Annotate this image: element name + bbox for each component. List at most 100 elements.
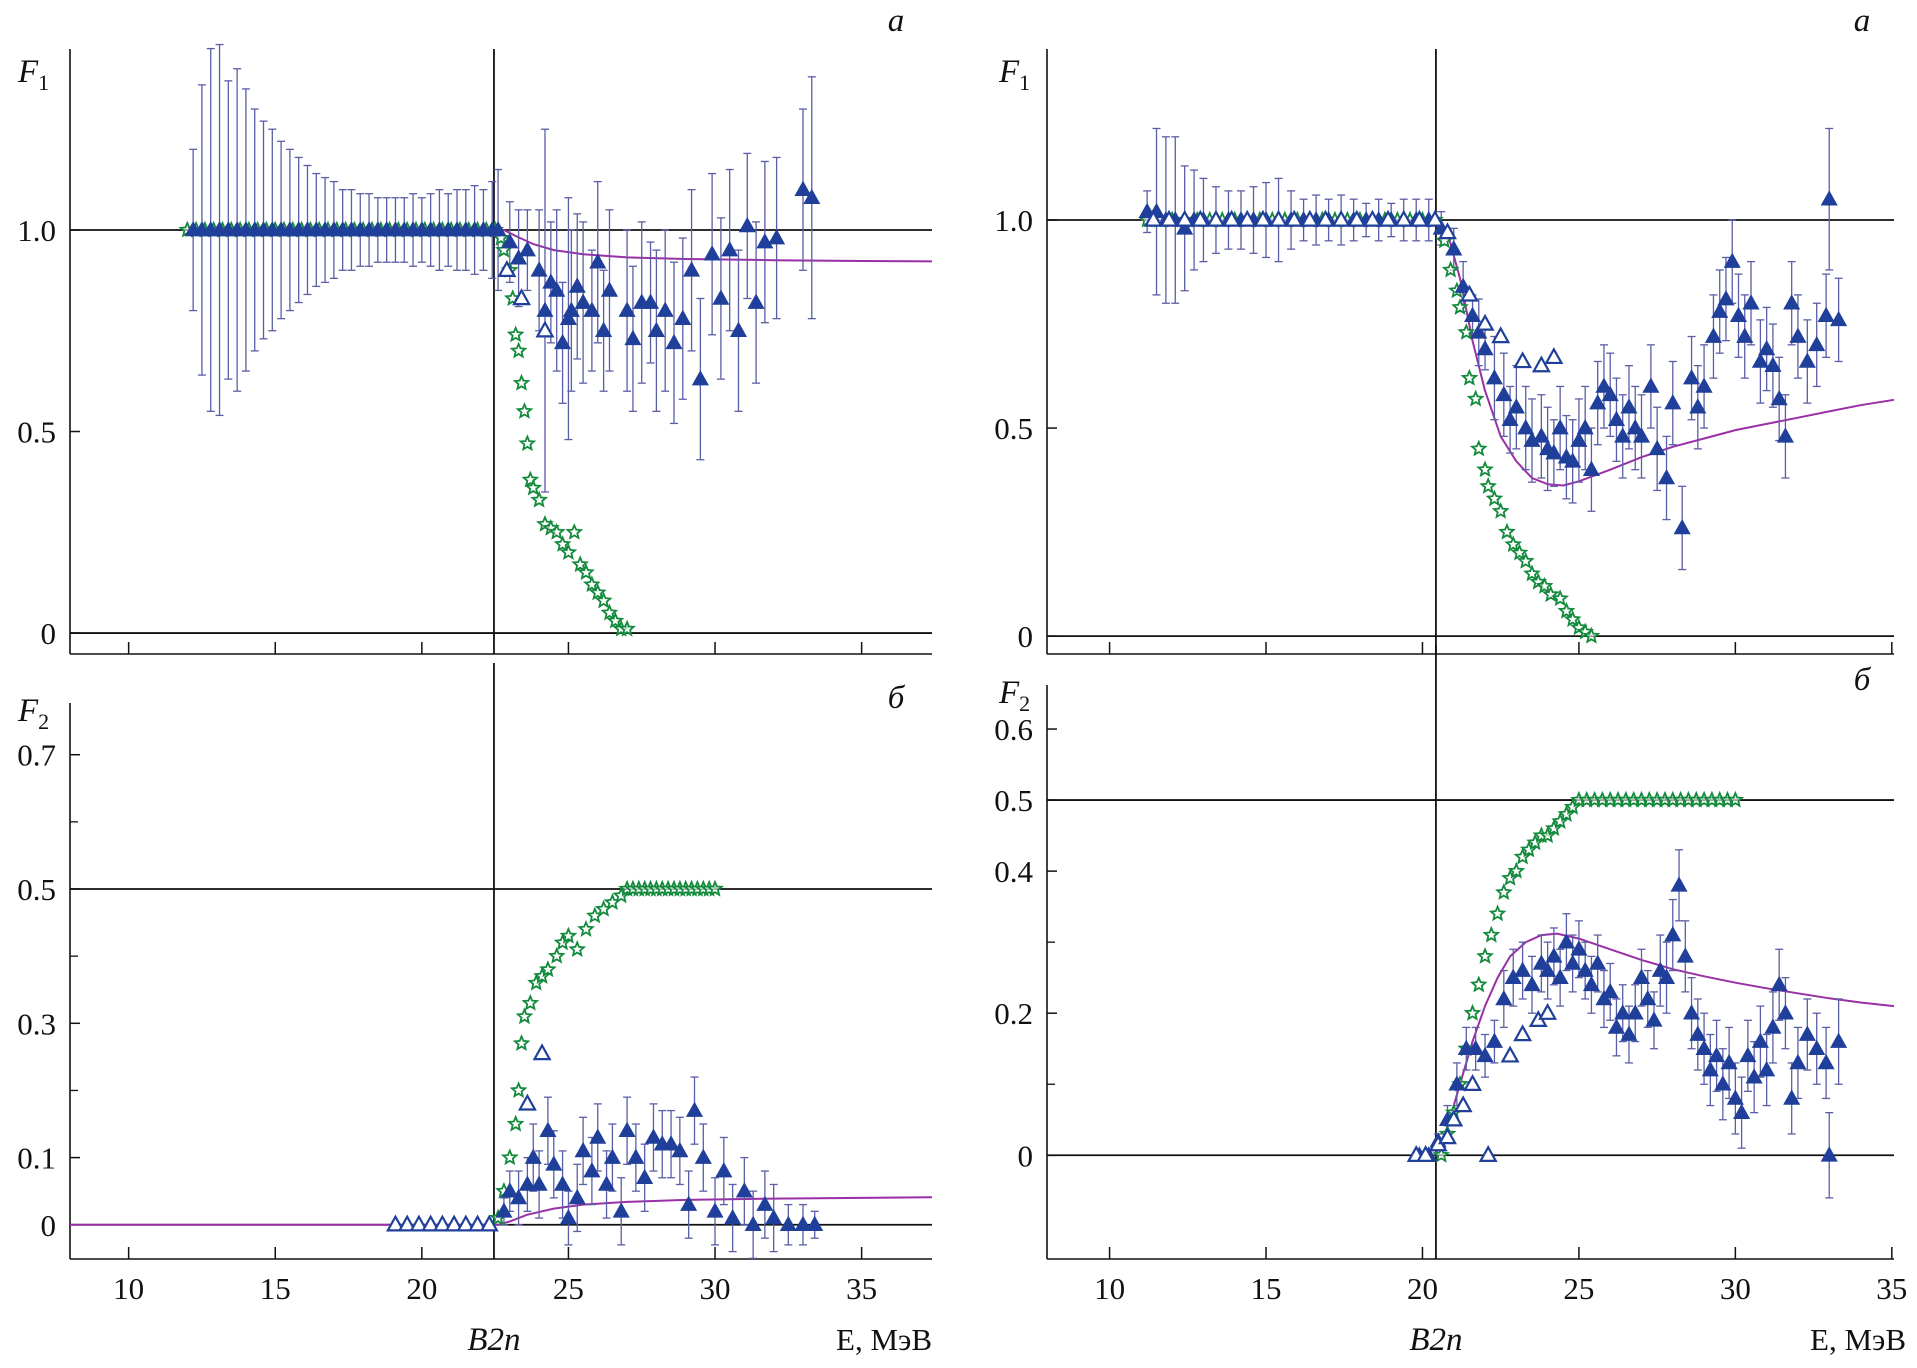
filled-triangle-point xyxy=(1517,419,1535,435)
filled-triangle-point xyxy=(548,281,566,297)
star-point xyxy=(521,470,540,488)
filled-triangle-point xyxy=(1798,1025,1816,1041)
filled-triangle-point xyxy=(1545,947,1563,963)
filled-triangle-point xyxy=(1642,377,1660,393)
star-point xyxy=(1516,551,1535,569)
open-triangle-point xyxy=(512,288,531,306)
filled-triangle-point xyxy=(1445,240,1463,256)
filled-triangle-point xyxy=(1476,340,1494,356)
open-triangle-point xyxy=(1531,355,1551,373)
filled-triangle-point xyxy=(779,1215,797,1232)
star-point xyxy=(509,341,528,359)
star-point xyxy=(1432,1145,1451,1163)
filled-triangle-point xyxy=(518,241,536,257)
filled-triangle-point xyxy=(1632,968,1651,984)
x-tick-label: 35 xyxy=(846,1271,877,1306)
star-point xyxy=(1535,576,1554,594)
filled-triangle-point xyxy=(554,1175,572,1191)
star-point xyxy=(1551,589,1570,607)
filled-triangle-point xyxy=(568,277,586,293)
filled-triangle-point xyxy=(489,220,507,237)
filled-triangle-point xyxy=(1607,410,1626,427)
filled-triangle-point xyxy=(1733,1103,1751,1119)
open-triangle-point xyxy=(1315,209,1335,227)
open-triangle-point xyxy=(1463,1073,1483,1091)
y-axis-title-subscript: 2 xyxy=(38,709,49,734)
y-axis-title-subscript: 1 xyxy=(38,70,49,95)
y-axis-title-main: F xyxy=(17,693,39,729)
filled-triangle-point xyxy=(1695,377,1713,393)
x-tick-label: 15 xyxy=(1251,1271,1282,1306)
open-triangle-point xyxy=(1190,209,1210,227)
open-triangle-point xyxy=(1491,326,1511,344)
filled-triangle-point xyxy=(1582,460,1600,476)
filled-triangle-point xyxy=(1485,369,1503,385)
filled-triangle-point xyxy=(1626,419,1644,435)
open-triangle-point xyxy=(385,1214,405,1232)
x-tick-label: 30 xyxy=(700,1271,731,1306)
star-point xyxy=(559,926,578,944)
x-tick-label: 25 xyxy=(1563,1271,1594,1306)
filled-triangle-point xyxy=(589,1128,607,1144)
filled-triangle-point xyxy=(568,1188,586,1205)
x-tick-label: 20 xyxy=(406,1271,437,1306)
filled-triangle-point xyxy=(1764,1018,1782,1034)
open-triangle-point xyxy=(1237,209,1257,227)
y-tick-label: 0.7 xyxy=(17,738,56,773)
star-point xyxy=(577,919,595,937)
filled-triangle-point xyxy=(806,1215,824,1232)
filled-triangle-point xyxy=(1495,989,1513,1006)
filled-triangle-point xyxy=(1708,1046,1726,1063)
star-point xyxy=(618,619,636,637)
filled-triangle-point xyxy=(530,261,548,277)
filled-triangle-point xyxy=(647,321,665,338)
open-triangle-point xyxy=(1175,209,1195,227)
filled-triangle-point xyxy=(644,1128,663,1144)
open-triangle-point xyxy=(1475,313,1495,331)
filled-triangle-point xyxy=(715,1162,733,1178)
filled-triangle-point xyxy=(1820,190,1838,206)
x-axis-title: E, МэВ xyxy=(1810,1322,1906,1357)
filled-triangle-point xyxy=(747,293,765,309)
filled-triangle-point xyxy=(1632,427,1651,443)
y-axis-title: F2 xyxy=(17,693,49,734)
filled-triangle-point xyxy=(1817,1053,1835,1070)
filled-triangle-point xyxy=(1689,398,1707,414)
filled-triangle-point xyxy=(559,309,577,325)
y-tick-label: 0.2 xyxy=(994,996,1033,1031)
open-triangle-point xyxy=(1425,209,1445,227)
star-point xyxy=(547,522,566,540)
open-triangle-point xyxy=(1143,209,1163,227)
panel-letter: а xyxy=(888,3,905,39)
filled-triangle-point xyxy=(1808,1039,1826,1056)
star-point xyxy=(1476,947,1494,964)
star-point xyxy=(515,402,534,419)
star-point xyxy=(1479,476,1498,494)
filled-triangle-point xyxy=(712,289,730,305)
filled-triangle-point xyxy=(1714,1075,1732,1091)
filled-triangle-point xyxy=(1620,1025,1638,1041)
x-tick-label: 10 xyxy=(1094,1271,1125,1306)
filled-triangle-point xyxy=(603,1148,621,1164)
filled-triangle-point xyxy=(1676,947,1694,963)
panel-letter: б xyxy=(1854,662,1872,698)
filled-triangle-point xyxy=(495,1202,513,1218)
filled-triangle-point xyxy=(595,321,613,338)
panel-bottom-right: 10 15 20 25 30 35 0 0.2 0.4 0.5 0.6F2 б B2n E, МэВ xyxy=(994,645,1907,1358)
filled-triangle-point xyxy=(636,1168,654,1185)
open-triangle-point xyxy=(1409,209,1429,227)
star-point xyxy=(706,879,724,897)
filled-triangle-point xyxy=(1551,419,1569,435)
y-tick-label: 0.5 xyxy=(994,783,1033,818)
filled-triangle-point xyxy=(1607,1018,1626,1034)
open-triangle-point xyxy=(1206,209,1226,227)
open-triangle-point xyxy=(1222,209,1242,227)
filled-triangle-point xyxy=(1701,1061,1719,1077)
filled-triangle-point xyxy=(1639,989,1657,1006)
filled-triangle-point xyxy=(1545,444,1563,460)
filled-triangle-point xyxy=(765,1209,783,1225)
y-tick-label: 1.0 xyxy=(994,203,1033,238)
filled-triangle-point xyxy=(1570,940,1588,956)
filled-triangle-point xyxy=(1776,1004,1794,1020)
y-axis-title-main: F xyxy=(998,675,1020,711)
